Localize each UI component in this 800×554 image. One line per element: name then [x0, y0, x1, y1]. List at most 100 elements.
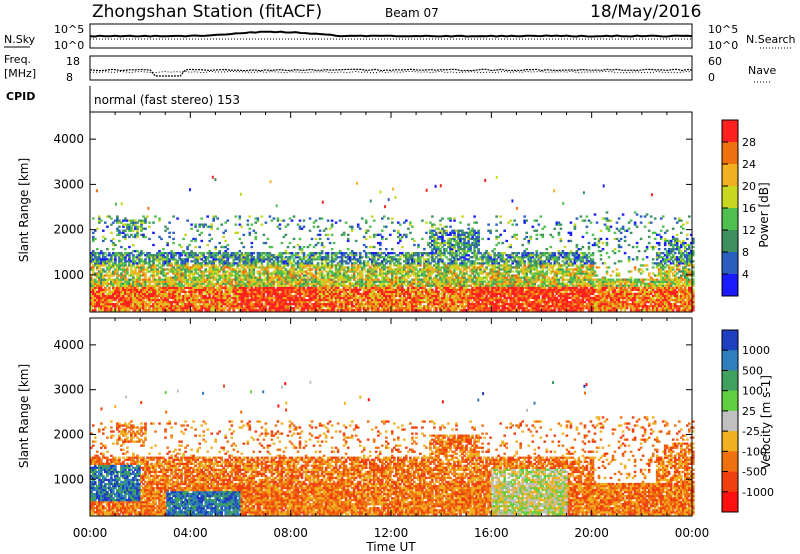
- power-cell: [180, 305, 183, 308]
- power-cell: [276, 296, 280, 300]
- power-cell: [108, 282, 111, 285]
- power-cell: [122, 305, 125, 308]
- power-cell: [308, 298, 312, 302]
- power-cell: [374, 266, 378, 269]
- power-cell: [260, 264, 264, 267]
- power-cell: [310, 294, 314, 298]
- power-cell: [381, 235, 384, 239]
- power-cell: [212, 286, 215, 289]
- power-cell: [429, 286, 432, 289]
- power-cell: [196, 309, 199, 312]
- power-cell: [220, 298, 223, 302]
- power-cell: [296, 223, 300, 226]
- power-cell: [377, 241, 380, 245]
- power-cell: [379, 268, 382, 271]
- power-cell: [184, 307, 187, 310]
- power-cell: [326, 292, 330, 296]
- power-cell: [224, 298, 227, 302]
- power-cell: [190, 268, 193, 271]
- power-cell: [104, 307, 107, 310]
- power-cell: [230, 254, 234, 257]
- power-cell: [296, 286, 300, 289]
- power-cell: [162, 292, 165, 296]
- power-cell: [364, 221, 368, 224]
- power-cell: [98, 217, 101, 220]
- power-cell: [280, 280, 284, 283]
- power-cell: [138, 219, 141, 222]
- power-cell: [154, 303, 157, 306]
- power-cell: [282, 264, 286, 267]
- power-cell: [268, 284, 272, 287]
- power-cell: [258, 286, 262, 289]
- power-cell: [330, 305, 334, 308]
- power-cell: [144, 235, 147, 239]
- power-cell: [106, 248, 109, 251]
- power-cell: [268, 307, 272, 310]
- power-cell: [98, 298, 101, 302]
- power-cell: [377, 290, 380, 293]
- power-cell: [342, 282, 346, 285]
- power-cell: [288, 274, 292, 277]
- power-cell: [166, 243, 169, 247]
- power-cell: [142, 294, 145, 298]
- power-cell: [190, 282, 193, 285]
- power-cell: [401, 252, 404, 255]
- power-cell: [220, 288, 223, 291]
- power-cell: [443, 239, 446, 243]
- power-cell: [336, 290, 340, 293]
- power-cell: [232, 305, 236, 308]
- power-cell: [172, 286, 175, 289]
- power-cell: [166, 241, 169, 245]
- power-cell: [228, 290, 232, 293]
- power-cell: [132, 258, 135, 261]
- power-cell: [310, 256, 314, 259]
- power-cell: [96, 303, 99, 306]
- power-cell: [306, 276, 310, 279]
- power-cell: [156, 254, 159, 257]
- power-cell: [344, 221, 348, 224]
- power-cell: [352, 254, 356, 257]
- power-cell: [246, 278, 250, 281]
- power-cell: [342, 303, 346, 306]
- power-cell: [90, 258, 93, 261]
- power-cell: [268, 264, 272, 267]
- power-cell: [270, 305, 274, 308]
- power-cell: [96, 252, 99, 255]
- power-cell: [140, 292, 143, 296]
- power-cell: [248, 233, 252, 236]
- power-cell: [300, 292, 304, 296]
- power-cell: [172, 252, 175, 255]
- power-cell: [242, 286, 246, 289]
- power-cell: [246, 219, 250, 222]
- power-cell: [379, 298, 382, 302]
- power-cell: [296, 278, 300, 281]
- power-cell: [441, 258, 444, 261]
- power-cell: [364, 256, 368, 259]
- power-cell: [368, 235, 372, 239]
- power-cell: [372, 296, 376, 300]
- power-cell: [90, 280, 93, 283]
- power-cell: [288, 268, 292, 271]
- power-cell: [104, 221, 107, 224]
- power-cell: [160, 268, 163, 271]
- power-cell: [266, 303, 270, 306]
- power-cell: [194, 303, 197, 306]
- power-cell: [372, 256, 376, 259]
- power-cell: [238, 296, 242, 300]
- power-cell: [252, 282, 256, 285]
- power-cell: [134, 262, 137, 265]
- power-cell: [162, 284, 165, 287]
- power-cell: [194, 288, 197, 291]
- power-cell: [108, 276, 111, 279]
- power-cell: [148, 309, 151, 312]
- power-cell: [292, 274, 296, 277]
- power-cell: [128, 225, 131, 228]
- power-cell: [441, 227, 444, 230]
- power-cell: [346, 309, 350, 312]
- power-cell: [320, 250, 324, 253]
- power-cell: [136, 231, 139, 234]
- power-cell: [96, 274, 99, 277]
- power-cell: [164, 280, 167, 283]
- power-cell: [254, 262, 258, 265]
- power-cell: [178, 300, 181, 304]
